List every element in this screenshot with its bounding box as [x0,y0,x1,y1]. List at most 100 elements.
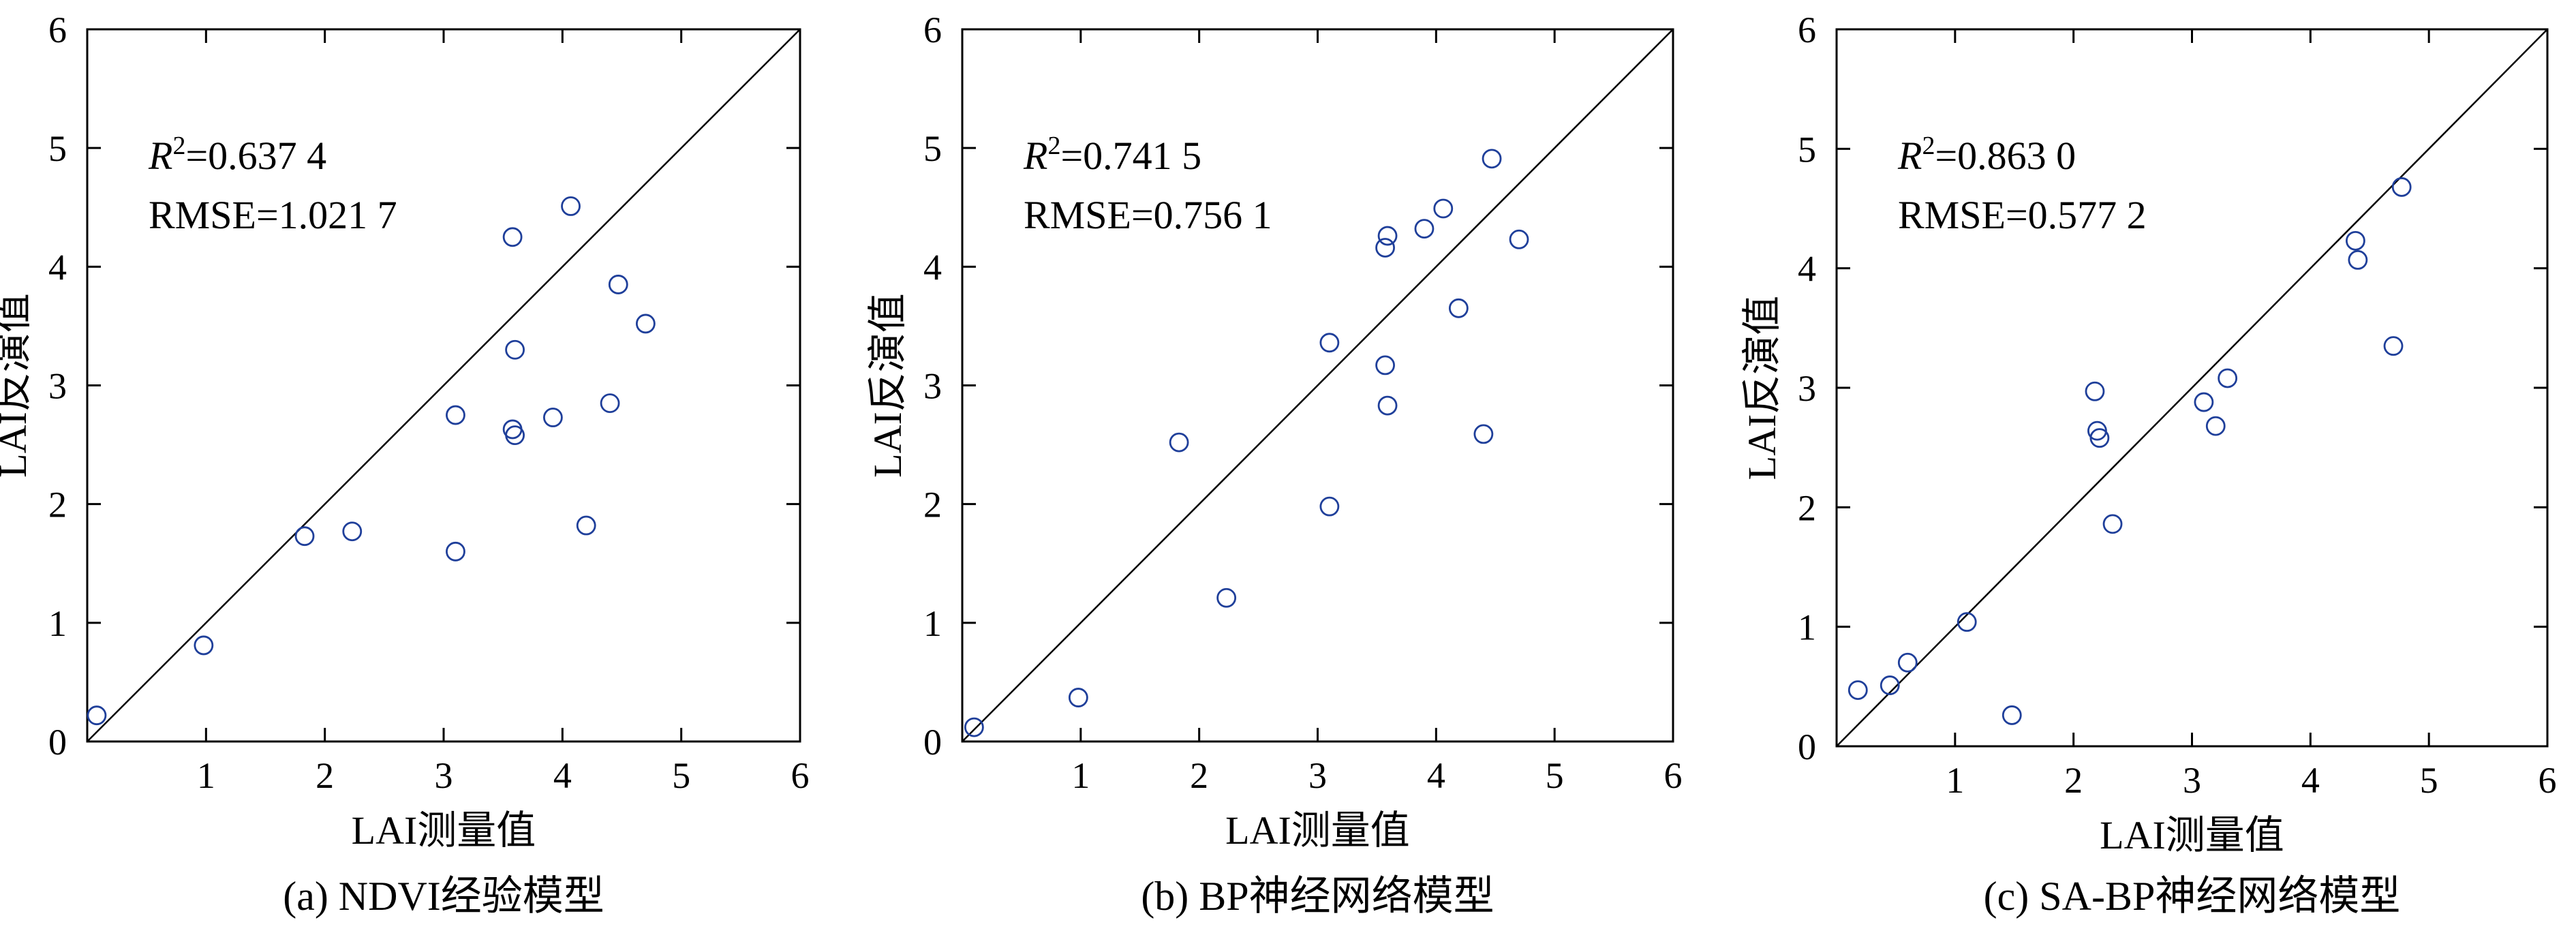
data-point [1847,680,1868,700]
y-tick-label: 5 [923,128,942,169]
data-point [2089,428,2110,448]
data-point [446,405,465,425]
panel-caption: (b) BP神经网络模型 [1141,874,1494,919]
y-tick-label: 1 [48,603,67,644]
y-tick-label: 4 [923,247,942,288]
data-point [1448,298,1469,318]
x-tick-label: 4 [553,755,572,796]
rmse-annotation: RMSE=1.021 7 [149,193,397,237]
data-point [561,196,581,216]
data-point [1319,496,1340,517]
data-point [1216,587,1237,608]
data-point [1897,652,1918,673]
rmse-annotation: RMSE=0.577 2 [1898,193,2147,237]
r-squared-annotation: R2=0.741 5 [1023,132,1201,178]
data-point [1473,424,1494,444]
data-point [1068,688,1088,707]
data-point [2345,230,2365,251]
data-point [342,521,363,542]
data-point [542,408,563,427]
data-point [505,339,525,360]
data-point [1414,219,1435,239]
y-axis-label: LAI反演值 [865,293,910,478]
data-point [87,705,107,726]
data-point [2194,392,2214,412]
r-symbol: R [148,134,172,178]
data-point [1377,395,1398,416]
data-point [505,425,525,446]
x-tick-label: 2 [1190,755,1208,796]
x-axis-label: LAI测量值 [1225,808,1410,853]
y-tick-label: 5 [1798,129,1816,170]
panel-caption: (a) NDVI经验模型 [283,874,604,919]
y-tick-label: 4 [48,247,67,288]
y-tick-label: 6 [923,10,942,50]
data-point [1433,198,1454,219]
x-tick-label: 5 [1546,755,1564,796]
x-tick-label: 5 [672,755,690,796]
x-tick-label: 4 [2301,760,2320,801]
r-squared-annotation: R2=0.637 4 [148,132,326,178]
data-point [1377,226,1398,246]
data-point [1957,612,1977,632]
data-point [446,541,465,562]
x-axis-label: LAI测量值 [352,808,536,853]
y-tick-label: 4 [1798,249,1816,290]
data-point [2085,381,2105,401]
y-axis-label: LAI反演值 [1740,296,1784,480]
data-point [2205,416,2226,436]
one-to-one-line [962,29,1674,742]
data-point [2383,336,2404,356]
data-point [635,313,656,334]
y-tick-label: 2 [1798,487,1816,528]
y-tick-label: 3 [923,366,942,407]
data-point [1319,333,1340,353]
y-tick-label: 5 [48,128,67,169]
data-point [964,717,984,737]
x-tick-label: 3 [435,755,453,796]
data-point [600,393,620,414]
y-tick-label: 6 [48,10,67,50]
r-superscript: 2 [1047,132,1060,160]
one-to-one-line [1836,29,2548,747]
data-point [2102,514,2123,534]
r-superscript: 2 [172,132,185,160]
r-symbol: R [1897,134,1922,178]
y-tick-label: 1 [923,603,942,644]
y-tick-label: 3 [1798,368,1816,409]
r-squared-value: =0.863 0 [1935,134,2076,178]
one-to-one-line [87,29,801,742]
y-axis-label: LAI反演值 [0,293,35,478]
x-axis-label: LAI测量值 [2100,813,2284,857]
x-tick-label: 3 [1308,755,1327,796]
data-point [1880,675,1900,695]
r-squared-value: =0.741 5 [1060,134,1201,178]
data-point [1169,432,1189,453]
r-squared-value: =0.637 4 [185,134,326,178]
x-tick-label: 6 [791,755,810,796]
x-tick-label: 4 [1427,755,1445,796]
y-tick-label: 6 [1798,10,1816,50]
x-tick-label: 2 [2064,760,2083,801]
x-tick-label: 1 [1946,760,1964,801]
data-point [2391,177,2412,197]
data-point [194,635,214,656]
data-point [1482,149,1502,169]
data-point [608,275,628,294]
x-tick-label: 1 [197,755,215,796]
x-tick-label: 1 [1071,755,1090,796]
panel-caption: (c) SA-BP神经网络模型 [1984,874,2401,919]
data-point [2218,368,2238,388]
rmse-annotation: RMSE=0.756 1 [1024,193,1272,237]
data-point [294,526,315,547]
y-tick-label: 1 [1798,607,1816,648]
y-tick-label: 3 [48,366,67,407]
y-tick-label: 2 [48,485,67,525]
y-tick-label: 0 [923,722,942,763]
x-tick-label: 6 [2539,760,2557,801]
data-point [502,227,523,247]
x-tick-label: 2 [316,755,334,796]
